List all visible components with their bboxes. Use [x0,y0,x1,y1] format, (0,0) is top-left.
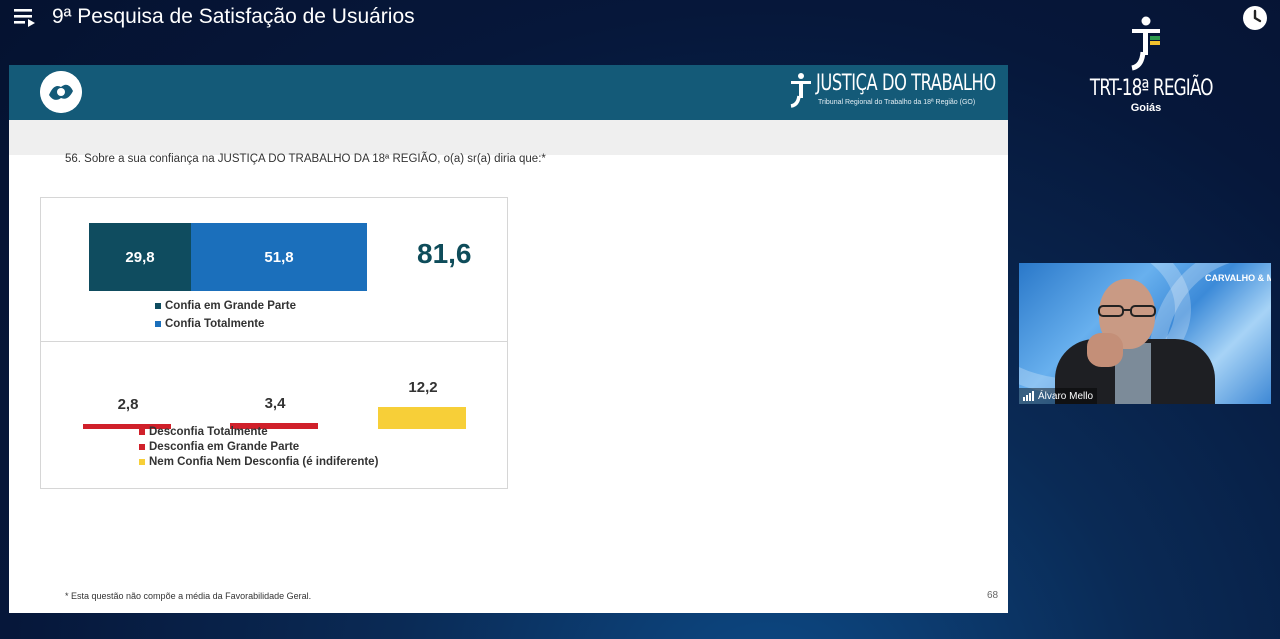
page-number: 68 [987,590,999,601]
legend-swatch [155,303,161,309]
legend-swatch [139,444,145,450]
video-title[interactable]: 9ª Pesquisa de Satisfação de Usuários [52,5,415,28]
glasses-icon [1098,305,1156,317]
bar-value-label: 12,2 [408,379,438,396]
bar-confia-totalmente: 51,8 [191,223,367,291]
playlist-icon[interactable] [14,8,38,28]
bar-value-label: 29,8 [125,248,155,266]
legend-swatch [139,429,145,435]
legend-swatch [155,321,161,327]
bar-value-label: 2,8 [117,396,139,413]
bar-confia-grande-parte: 29,8 [89,223,191,291]
legend-item: Desconfia Totalmente [139,426,268,438]
bar-indiferente [378,407,466,429]
footnote: * Esta questão não compõe a média da Fav… [65,591,312,601]
legend-item: Confia Totalmente [155,318,264,330]
legend-label: Desconfia Totalmente [149,426,268,438]
legend-label: Desconfia em Grande Parte [149,441,300,453]
bar-value-label: 3,4 [264,395,286,412]
bar-desconfia-totalmente [83,424,171,429]
justice-worker-icon [790,73,811,108]
question-text: 56. Sobre a sua confiança na JUSTIÇA DO … [65,153,546,165]
bar-value-label: 51,8 [264,248,294,266]
slide-header-title: JUSTIÇA DO TRABALHO [816,71,996,96]
legend-item: Nem Confia Nem Desconfia (é indiferente) [139,456,378,468]
webcam-brand-logo: CARVALHO & MELLO [1205,273,1271,283]
presentation-slide: JUSTIÇA DO TRABALHO Tribunal Regional do… [9,65,1008,613]
participant-name-tag: Álvaro Mello [1019,388,1098,404]
trust-total-value: 81,6 [417,238,472,269]
legend-item: Confia em Grande Parte [155,300,296,312]
trt-name: TRT-18ª REGIÃO [1089,76,1214,101]
slide-header: JUSTIÇA DO TRABALHO Tribunal Regional do… [9,65,1008,120]
participant-name: Álvaro Mello [1038,390,1094,402]
slide-header-subtitle: Tribunal Regional do Trabalho da 18ª Reg… [818,99,976,106]
trt-state: Goiás [1130,102,1162,114]
distrust-chart-panel: 2,8 3,4 12,2 Desconfia Totalmente Desconfi… [40,341,508,489]
webcam-video[interactable]: CARVALHO & MELLO Álvaro Mello [1019,263,1271,404]
legend-label: Nem Confia Nem Desconfia (é indiferente) [149,456,379,468]
bar-desconfia-grande-parte [230,423,318,429]
video-top-bar: 9ª Pesquisa de Satisfação de Usuários [0,0,1280,36]
trt-logo: TRT-18ª REGIÃO Goiás [1080,16,1214,116]
justice-worker-icon [1131,16,1160,71]
legend-label: Confia em Grande Parte [165,300,297,312]
legend-label: Confia Totalmente [165,318,265,330]
legend-item: Desconfia em Grande Parte [139,441,299,453]
signal-bars-icon [1023,391,1034,401]
legend-swatch [139,459,145,465]
slide-band [9,120,1008,155]
trust-chart-panel: 29,8 51,8 81,6 Confia em Grande Parte Con… [40,197,508,343]
emblem-logo-icon [40,71,82,113]
participant-hand [1087,333,1123,367]
watch-later-icon[interactable] [1242,5,1268,31]
